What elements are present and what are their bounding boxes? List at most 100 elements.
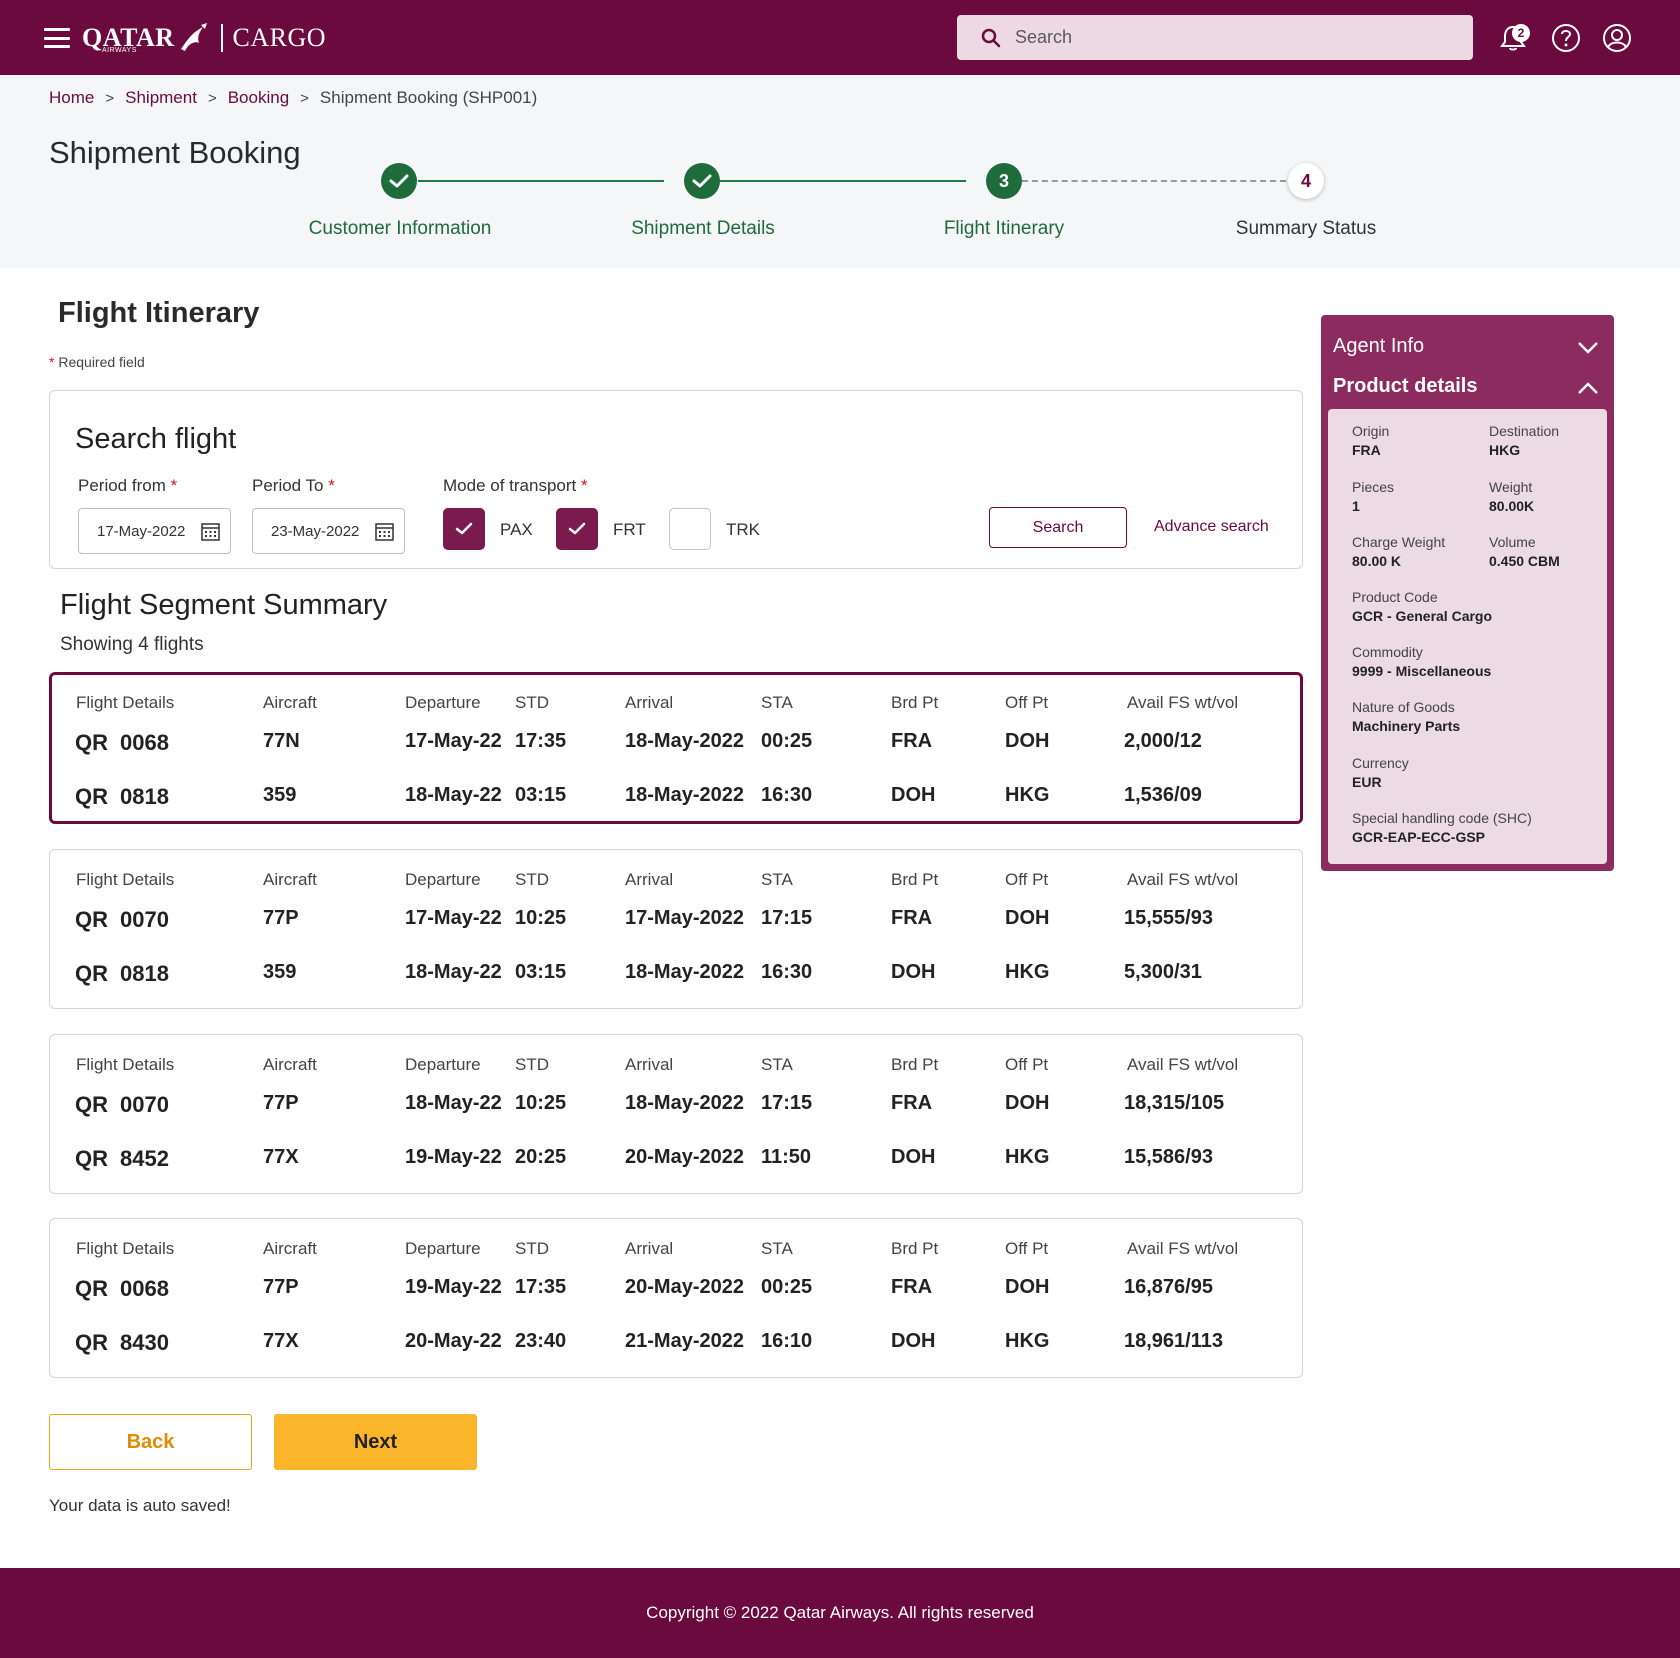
trk-label[interactable]: TRK — [726, 520, 760, 539]
flight-option-card[interactable]: Flight Details Aircraft Departure STD Arriva… — [49, 849, 1303, 1009]
boarding-point: FRA — [891, 907, 933, 929]
step-label-flight-itinerary[interactable]: Flight Itinerary — [943, 218, 1065, 239]
agent-info-toggle[interactable]: Agent Info — [1333, 335, 1603, 358]
back-button[interactable]: Back — [49, 1414, 252, 1470]
volume-label: Volume — [1489, 534, 1536, 550]
departure-date: 17-May-22 — [405, 730, 502, 752]
sta-time: 16:10 — [761, 1330, 813, 1352]
required-marker: * — [170, 476, 178, 495]
charge-weight-label: Charge Weight — [1352, 534, 1446, 550]
step-1-complete[interactable] — [381, 163, 417, 199]
search-flight-title: Search flight — [75, 423, 237, 455]
std-time: 23:40 — [515, 1330, 567, 1352]
departure-date: 18-May-22 — [405, 961, 502, 983]
column-header-sta: STA — [761, 1239, 793, 1258]
sta-time: 00:25 — [761, 730, 813, 752]
off-point: HKG — [1005, 784, 1050, 806]
trk-checkbox[interactable] — [669, 508, 711, 550]
charge-weight-field: Charge Weight 80.00 K — [1352, 534, 1445, 569]
column-header-brd: Brd Pt — [891, 693, 939, 712]
flight-number: 0068 — [120, 730, 169, 755]
flight-option-card[interactable]: Flight Details Aircraft Departure STD Arriva… — [49, 1218, 1303, 1378]
flight-carrier: QR — [75, 1146, 108, 1171]
column-header-departure: Departure — [405, 870, 481, 889]
top-header: QATAR AIRWAYS CARGO 2 — [0, 0, 1680, 75]
departure-date: 19-May-22 — [405, 1146, 502, 1168]
breadcrumb-shipment[interactable]: Shipment — [125, 88, 197, 107]
help-icon[interactable] — [1550, 22, 1582, 54]
std-time: 10:25 — [515, 907, 567, 929]
logo-divider — [220, 24, 223, 52]
pax-label[interactable]: PAX — [500, 520, 533, 539]
period-from-label-text: Period from — [78, 476, 166, 495]
step-2-complete[interactable] — [684, 163, 720, 199]
breadcrumb-separator: > — [207, 89, 217, 107]
breadcrumb-booking[interactable]: Booking — [227, 88, 290, 107]
weight-value: 80.00K — [1489, 498, 1535, 514]
search-button[interactable]: Search — [989, 507, 1127, 548]
next-button[interactable]: Next — [274, 1414, 477, 1470]
frt-checkbox[interactable] — [556, 508, 598, 550]
boarding-point: DOH — [891, 784, 936, 806]
arrival-date: 18-May-2022 — [625, 961, 744, 983]
pieces-label: Pieces — [1352, 479, 1395, 495]
available-capacity: 18,961/113 — [1124, 1330, 1223, 1352]
global-search[interactable] — [957, 15, 1473, 60]
flight-option-card[interactable]: Flight Details Aircraft Departure STD Arriva… — [49, 1034, 1303, 1194]
calendar-icon[interactable] — [201, 522, 220, 541]
step-3-active[interactable]: 3 — [986, 163, 1022, 199]
sta-time: 17:15 — [761, 1092, 813, 1114]
user-icon[interactable] — [1601, 22, 1633, 54]
pieces-field: Pieces 1 — [1352, 479, 1394, 514]
calendar-icon[interactable] — [375, 522, 394, 541]
column-header-std: STD — [515, 1239, 549, 1258]
column-header-departure: Departure — [405, 1239, 481, 1258]
pax-checkbox[interactable] — [443, 508, 485, 550]
origin-label: Origin — [1352, 423, 1390, 439]
page-header-band — [0, 75, 1680, 268]
search-input[interactable] — [1015, 27, 1435, 48]
product-code-value: GCR - General Cargo — [1352, 608, 1493, 624]
flight-count-text: Showing 4 flights — [60, 634, 204, 655]
menu-icon[interactable] — [44, 28, 70, 48]
flight-number: 8430 — [120, 1330, 169, 1355]
flight-carrier: QR — [75, 961, 108, 986]
sta-time: 16:30 — [761, 961, 813, 983]
column-header-aircraft: Aircraft — [263, 1239, 317, 1258]
step-label-customer-information[interactable]: Customer Information — [308, 218, 492, 239]
flight-number: 0068 — [120, 1276, 169, 1301]
period-to-field[interactable]: 23-May-2022 — [252, 508, 405, 554]
volume-field: Volume 0.450 CBM — [1489, 534, 1560, 569]
column-header-departure: Departure — [405, 693, 481, 712]
flight-carrier: QR — [75, 730, 108, 755]
flight-option-card[interactable]: Flight Details Aircraft Departure STD Arriva… — [49, 672, 1303, 824]
step-label-shipment-details[interactable]: Shipment Details — [631, 218, 775, 239]
period-from-field[interactable]: 17-May-2022 — [78, 508, 231, 554]
nature-of-goods-value: Machinery Parts — [1352, 718, 1461, 734]
product-code-field: Product Code GCR - General Cargo — [1352, 589, 1492, 624]
period-from-value: 17-May-2022 — [97, 522, 186, 540]
volume-value: 0.450 CBM — [1489, 553, 1560, 569]
nature-of-goods-label: Nature of Goods — [1352, 699, 1455, 715]
breadcrumb-current: Shipment Booking (SHP001) — [319, 88, 538, 107]
frt-label[interactable]: FRT — [613, 520, 646, 539]
column-header-std: STD — [515, 1055, 549, 1074]
required-marker: * — [328, 476, 335, 495]
footer: Copyright © 2022 Qatar Airways. All righ… — [0, 1568, 1680, 1658]
flight-number: 0070 — [120, 1092, 169, 1117]
sta-time: 11:50 — [761, 1146, 812, 1168]
currency-value: EUR — [1352, 774, 1382, 790]
advance-search-link[interactable]: Advance search — [1154, 518, 1269, 535]
step-4-pending[interactable]: 4 — [1288, 163, 1324, 199]
arrival-date: 20-May-2022 — [625, 1146, 744, 1168]
breadcrumb-home[interactable]: Home — [49, 88, 95, 107]
product-details-toggle[interactable]: Product details — [1333, 375, 1603, 398]
off-point: DOH — [1005, 1276, 1050, 1298]
step-label-summary-status[interactable]: Summary Status — [1235, 218, 1377, 239]
aircraft-type: 77X — [263, 1330, 299, 1352]
chevron-up-icon — [1578, 382, 1598, 394]
check-icon — [692, 174, 712, 188]
qatar-cargo-logo[interactable]: QATAR AIRWAYS CARGO — [82, 18, 326, 58]
product-details-label: Product details — [1333, 375, 1478, 397]
column-header-flight: Flight Details — [76, 1239, 175, 1258]
